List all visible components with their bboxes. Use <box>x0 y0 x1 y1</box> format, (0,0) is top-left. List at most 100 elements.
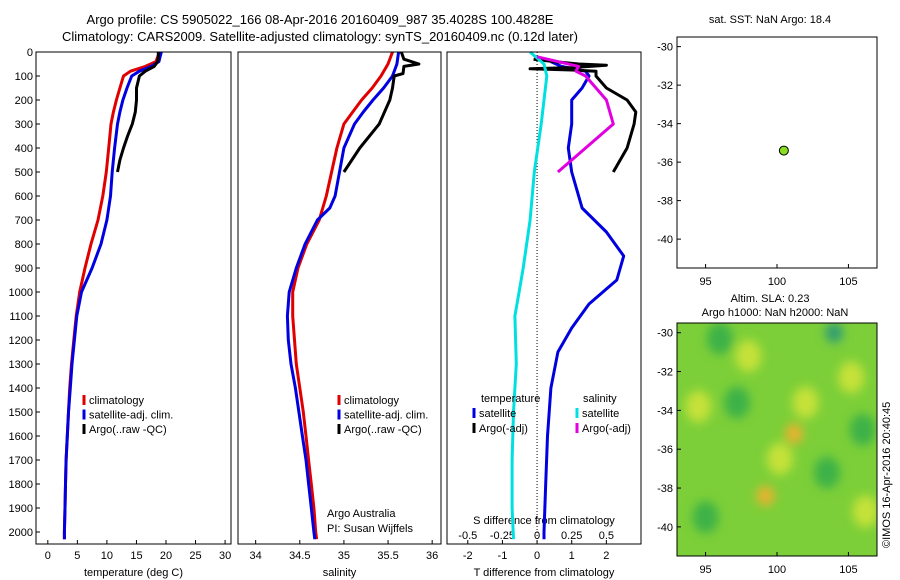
legend-title-temperature: temperature <box>481 393 540 405</box>
xtick-label: 105 <box>839 564 857 576</box>
ytick-label: -30 <box>657 42 673 54</box>
sla-blobs <box>685 323 877 534</box>
ytick-label: 700 <box>15 215 33 227</box>
ytick-label: -32 <box>657 80 673 92</box>
salinity-frame <box>237 51 442 545</box>
difference-series-line <box>510 50 549 540</box>
ytick-label: -40 <box>657 234 673 246</box>
salinity-series-line <box>291 51 394 540</box>
sla-map-axes: -30 -32 -34 -36 -38 -40 95 100 105 <box>657 328 858 576</box>
sst-map-axes: -30 -32 -34 -36 -38 -40 95 100 105 <box>657 42 858 288</box>
annotation-line-2: PI: Susan Wijffels <box>327 523 413 535</box>
sla-feature <box>735 340 762 373</box>
ytick-label: 1700 <box>9 455 33 467</box>
xtick-label: 2 <box>603 550 609 562</box>
xtick-label: -2 <box>463 550 473 562</box>
copyright-label: ©IMOS 16-Apr-2016 20:40:45 <box>881 401 893 548</box>
sla-feature <box>814 456 840 489</box>
sla-title-2: Argo h1000: NaN h2000: NaN <box>702 307 849 319</box>
ytick-label: -36 <box>657 157 673 169</box>
ytick-label: 1400 <box>9 383 33 395</box>
sla-feature <box>792 386 819 419</box>
temperature-legend-label: satellite-adj. clim. <box>89 410 173 422</box>
xtick-label: 0 <box>45 550 51 562</box>
ytick-label: -40 <box>657 522 673 534</box>
ytick-label: 1300 <box>9 359 33 371</box>
ytick-label: -30 <box>657 328 673 340</box>
xtick-label: 10 <box>101 550 113 562</box>
diff-legend-t-satellite-label: satellite <box>479 408 516 420</box>
ytick-label: 1900 <box>9 503 33 515</box>
sla-title-1: Altim. SLA: 0.23 <box>731 293 810 305</box>
ytick-label: -38 <box>657 196 673 208</box>
s-tick-label: -0.5 <box>458 530 477 542</box>
ytick-label: -36 <box>657 444 673 456</box>
difference-series-line <box>528 57 638 173</box>
sla-feature <box>692 501 719 534</box>
ytick-label: 1000 <box>9 287 33 299</box>
ytick-label: 1800 <box>9 479 33 491</box>
ytick-label: 800 <box>15 239 33 251</box>
temperature-frame <box>35 51 232 545</box>
sst-map-frame <box>676 36 878 269</box>
ytick-label: -32 <box>657 367 673 379</box>
xtick-label: 30 <box>219 550 231 562</box>
temperature-legend-label: climatology <box>89 395 145 407</box>
xtick-label: 95 <box>699 564 711 576</box>
difference-frame <box>446 51 642 545</box>
salinity-panel: 34 34.5 35 35.5 36 salinity climatology satelli… <box>250 51 438 579</box>
sla-feature <box>706 323 733 355</box>
xtick-label: 100 <box>768 564 786 576</box>
salinity-xlabel: salinity <box>323 567 357 579</box>
ytick-label: 1500 <box>9 407 33 419</box>
xtick-label: 35 <box>338 550 350 562</box>
sla-feature <box>852 495 877 528</box>
xtick-label: 25 <box>189 550 201 562</box>
ytick-label: 100 <box>15 71 33 83</box>
salinity-legend-label: Argo(..raw -QC) <box>344 424 422 436</box>
diff-legend-s-argo-label: Argo(-adj) <box>582 423 631 435</box>
s-tick-label: -0.25 <box>490 530 515 542</box>
ytick-label: -38 <box>657 483 673 495</box>
sla-field <box>677 323 877 556</box>
xtick-label: -1 <box>498 550 508 562</box>
sla-feature <box>849 413 876 446</box>
sla-feature <box>838 361 865 394</box>
diff-legend-t-argo-label: Argo(-adj) <box>479 423 528 435</box>
temperature-series-line <box>62 51 163 540</box>
xtick-label: 20 <box>160 550 172 562</box>
temperature-xlabel: temperature (deg C) <box>84 567 183 579</box>
xtick-label: 105 <box>839 276 857 288</box>
ytick-label: -34 <box>657 119 673 131</box>
ytick-label: 600 <box>15 191 33 203</box>
xtick-label: 36 <box>426 550 438 562</box>
temperature-series-line <box>62 51 161 540</box>
annotation-line-1: Argo Australia <box>327 508 396 520</box>
ytick-label: 500 <box>15 167 33 179</box>
header-line-2: Climatology: CARS2009. Satellite-adjuste… <box>62 29 578 44</box>
xtick-label: 1 <box>569 550 575 562</box>
ytick-label: 400 <box>15 143 33 155</box>
salinity-series-line <box>285 51 401 540</box>
sla-feature <box>756 485 775 506</box>
difference-xlabel: T difference from climatology <box>474 567 615 579</box>
difference-series-line <box>542 60 626 540</box>
temperature-series-line <box>116 52 160 173</box>
difference-series-line <box>536 55 615 174</box>
ytick-label: 0 <box>27 47 33 59</box>
sla-feature <box>825 323 844 343</box>
sla-feature <box>724 386 750 419</box>
sst-title: sat. SST: NaN Argo: 18.4 <box>709 14 831 26</box>
xtick-label: 0 <box>534 550 540 562</box>
xtick-label: 5 <box>74 550 80 562</box>
xtick-label: 95 <box>699 276 711 288</box>
sla-feature <box>685 390 712 423</box>
legend-title-salinity: salinity <box>583 393 617 405</box>
salinity-legend-label: climatology <box>344 395 400 407</box>
ytick-label: 900 <box>15 263 33 275</box>
ytick-label: 1200 <box>9 335 33 347</box>
temperature-legend-label: Argo(..raw -QC) <box>89 424 167 436</box>
salinity-legend-label: satellite-adj. clim. <box>344 410 428 422</box>
